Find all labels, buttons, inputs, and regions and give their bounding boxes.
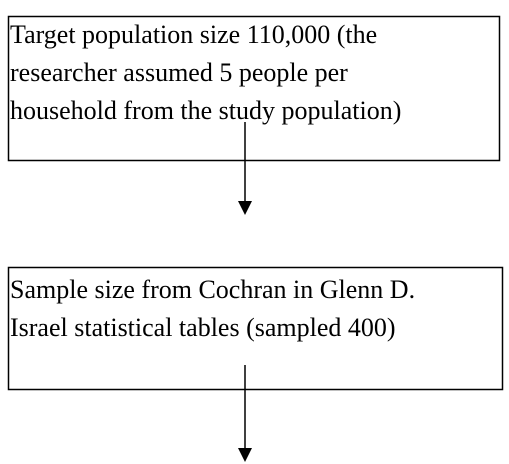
arrow-head (238, 448, 252, 462)
box-text-line: household from the study population) (10, 96, 401, 125)
arrow-head (238, 201, 252, 215)
box-text-line: researcher assumed 5 people per (10, 58, 348, 87)
box-text-line: Target population size 110,000 (the (10, 20, 377, 49)
box (7, 266, 504, 391)
box-text-line: Sample size from Cochran in Glenn D. (10, 275, 415, 304)
box-text-line: Israel statistical tables (sampled 400) (10, 313, 396, 342)
box (7, 15, 501, 162)
labels: Target population size 110,000 (the resea… (10, 20, 415, 342)
